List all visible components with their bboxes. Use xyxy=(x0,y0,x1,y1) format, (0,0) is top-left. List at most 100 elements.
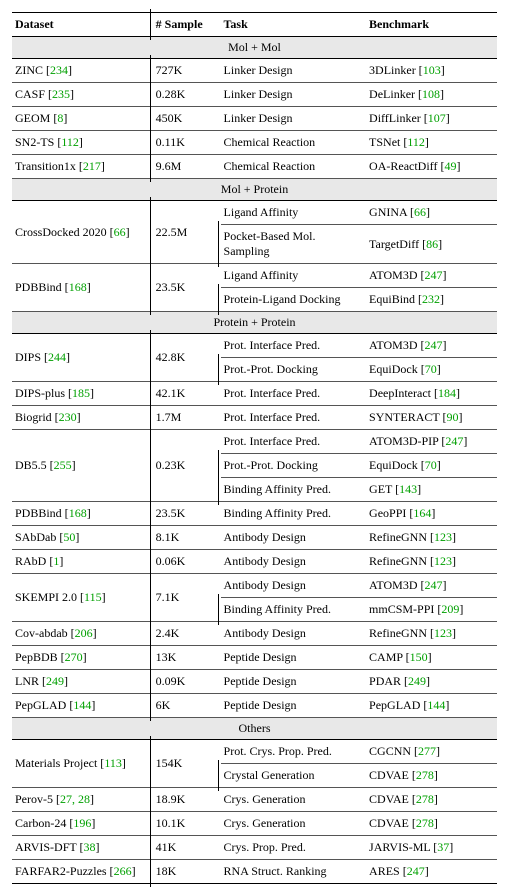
citation: 206 xyxy=(75,626,93,640)
citation: 278 xyxy=(416,816,434,830)
citation: 209 xyxy=(441,602,459,616)
citation: 277 xyxy=(418,744,436,758)
task-cell: Ligand Affinity xyxy=(221,264,367,288)
citation: 143 xyxy=(399,482,417,496)
sample-cell: 727K xyxy=(153,59,221,83)
benchmark-cell: ATOM3D [247] xyxy=(366,574,497,598)
task-cell: Prot. Interface Pred. xyxy=(221,334,367,358)
benchmark-cell: ATOM3D [247] xyxy=(366,264,497,288)
dataset-cell: Materials Project [113] xyxy=(12,740,153,788)
citation: 86 xyxy=(426,237,438,251)
citation: 270 xyxy=(65,650,83,664)
dataset-cell: SN2-TS [112] xyxy=(12,131,153,155)
benchmark-cell: RefineGNN [123] xyxy=(366,550,497,574)
task-cell: Chemical Reaction xyxy=(221,131,367,155)
citation: 247 xyxy=(445,434,463,448)
header-sample: # Sample xyxy=(153,13,221,37)
sample-cell: 18K xyxy=(153,860,221,884)
citation: 49 xyxy=(444,159,456,173)
benchmark-cell: 3DLinker [103] xyxy=(366,59,497,83)
section-header: Protein + Protein xyxy=(12,312,497,334)
sample-cell: 22.5M xyxy=(153,201,221,264)
benchmark-cell: PepGLAD [144] xyxy=(366,694,497,718)
table-row: CrossDocked 2020 [66]22.5MLigand Affinit… xyxy=(12,201,497,225)
sample-cell: 6K xyxy=(153,694,221,718)
sample-cell: 42.8K xyxy=(153,334,221,382)
citation: 123 xyxy=(434,530,452,544)
task-cell: Antibody Design xyxy=(221,550,367,574)
sample-cell: 0.11K xyxy=(153,131,221,155)
citation: 27, 28 xyxy=(60,792,90,806)
benchmark-cell: EquiDock [70] xyxy=(366,454,497,478)
citation: 144 xyxy=(427,698,445,712)
benchmark-cell: DeepInteract [184] xyxy=(366,382,497,406)
dataset-cell: SKEMPI 2.0 [115] xyxy=(12,574,153,622)
dataset-cell: PDBBind [168] xyxy=(12,264,153,312)
dataset-cell: LNR [249] xyxy=(12,670,153,694)
benchmark-cell: GET [143] xyxy=(366,478,497,502)
citation: 37 xyxy=(437,840,449,854)
task-cell: Binding Affinity Pred. xyxy=(221,502,367,526)
sample-cell: 0.28K xyxy=(153,83,221,107)
dataset-cell: DIPS [244] xyxy=(12,334,153,382)
benchmark-cell: CDVAE [278] xyxy=(366,764,497,788)
citation: 247 xyxy=(424,578,442,592)
section-header: Others xyxy=(12,718,497,740)
sample-cell: 9.6M xyxy=(153,155,221,179)
dataset-cell: ZINC [234] xyxy=(12,59,153,83)
table-header-row: Dataset # Sample Task Benchmark xyxy=(12,13,497,37)
task-cell: Ligand Affinity xyxy=(221,201,367,225)
task-cell: Chemical Reaction xyxy=(221,155,367,179)
dataset-cell: DIPS-plus [185] xyxy=(12,382,153,406)
sample-cell: 2.4K xyxy=(153,622,221,646)
benchmark-cell: DiffLinker [107] xyxy=(366,107,497,131)
citation: 232 xyxy=(422,292,440,306)
table-row: Carbon-24 [196]10.1KCrys. GenerationCDVA… xyxy=(12,812,497,836)
task-cell: Crystal Generation xyxy=(221,764,367,788)
dataset-cell: PepBDB [270] xyxy=(12,646,153,670)
citation: 90 xyxy=(446,410,458,424)
sample-cell: 7.1K xyxy=(153,574,221,622)
task-cell: Peptide Design xyxy=(221,670,367,694)
task-cell: Prot. Interface Pred. xyxy=(221,382,367,406)
sample-cell: 154K xyxy=(153,740,221,788)
table-row: DIPS-plus [185]42.1KProt. Interface Pred… xyxy=(12,382,497,406)
benchmark-cell: CDVAE [278] xyxy=(366,788,497,812)
benchmark-cell: JARVIS-ML [37] xyxy=(366,836,497,860)
citation: 185 xyxy=(72,386,90,400)
benchmark-cell: OA-ReactDiff [49] xyxy=(366,155,497,179)
citation: 164 xyxy=(413,506,431,520)
dataset-cell: ARVIS-DFT [38] xyxy=(12,836,153,860)
section-header: Mol + Protein xyxy=(12,179,497,201)
table-row: Transition1x [217]9.6MChemical ReactionO… xyxy=(12,155,497,179)
citation: 249 xyxy=(408,674,426,688)
task-cell: Crys. Generation xyxy=(221,812,367,836)
task-cell: Crys. Generation xyxy=(221,788,367,812)
table-row: PepBDB [270]13KPeptide DesignCAMP [150] xyxy=(12,646,497,670)
citation: 66 xyxy=(114,225,126,239)
benchmark-cell: ATOM3D [247] xyxy=(366,334,497,358)
benchmark-cell: CGCNN [277] xyxy=(366,740,497,764)
sample-cell: 41K xyxy=(153,836,221,860)
citation: 217 xyxy=(83,159,101,173)
table-row: DIPS [244]42.8KProt. Interface Pred.ATOM… xyxy=(12,334,497,358)
benchmark-cell: ARES [247] xyxy=(366,860,497,884)
citation: 123 xyxy=(434,626,452,640)
table-row: SKEMPI 2.0 [115]7.1KAntibody DesignATOM3… xyxy=(12,574,497,598)
header-dataset: Dataset xyxy=(12,13,153,37)
citation: 123 xyxy=(434,554,452,568)
task-cell: Binding Affinity Pred. xyxy=(221,478,367,502)
header-benchmark: Benchmark xyxy=(366,13,497,37)
sample-cell: 23.5K xyxy=(153,502,221,526)
section-title: Others xyxy=(12,718,497,740)
citation: 8 xyxy=(57,111,63,125)
citation: 168 xyxy=(69,506,87,520)
task-cell: Crys. Prop. Pred. xyxy=(221,836,367,860)
table-row: ARVIS-DFT [38]41KCrys. Prop. Pred.JARVIS… xyxy=(12,836,497,860)
dataset-cell: Cov-abdab [206] xyxy=(12,622,153,646)
task-cell: Pocket-Based Mol. Sampling xyxy=(221,225,367,264)
task-cell: Prot.-Prot. Docking xyxy=(221,454,367,478)
citation: 103 xyxy=(423,63,441,77)
sample-cell: 13K xyxy=(153,646,221,670)
sample-cell: 8.1K xyxy=(153,526,221,550)
